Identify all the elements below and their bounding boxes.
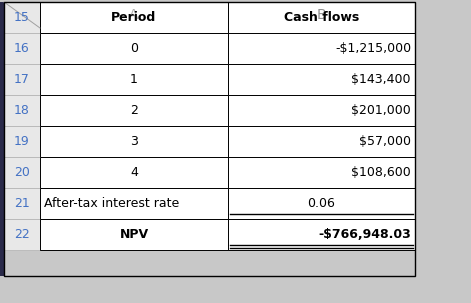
Bar: [228, 157, 415, 188]
Bar: [228, 2, 415, 33]
Bar: [40, 7, 228, 8]
Bar: [40, 20, 228, 21]
Text: After-tax interest rate: After-tax interest rate: [44, 197, 179, 210]
Bar: [40, 26, 228, 27]
Bar: [4, 64, 40, 95]
Bar: [4, 219, 40, 250]
Bar: [228, 33, 415, 64]
Bar: [228, 188, 415, 219]
Text: 3: 3: [130, 135, 138, 148]
Bar: [40, 12, 228, 13]
Bar: [4, 157, 40, 188]
Bar: [40, 17, 228, 18]
Bar: [40, 95, 228, 126]
Text: 16: 16: [14, 42, 30, 55]
Bar: [40, 10, 228, 11]
Bar: [40, 2, 228, 3]
Text: 0: 0: [130, 42, 138, 55]
Text: $57,000: $57,000: [359, 135, 411, 148]
Bar: [40, 23, 228, 24]
Bar: [228, 126, 415, 157]
Bar: [40, 8, 228, 9]
Text: B: B: [317, 8, 326, 22]
Bar: [40, 13, 228, 14]
Bar: [40, 24, 228, 25]
Bar: [4, 126, 40, 157]
Bar: [228, 64, 415, 95]
Text: 18: 18: [14, 104, 30, 117]
Text: -$1,215,000: -$1,215,000: [335, 42, 411, 55]
Bar: [40, 11, 228, 12]
Bar: [4, 2, 40, 28]
Bar: [40, 6, 228, 7]
Bar: [228, 95, 415, 126]
Bar: [4, 188, 40, 219]
Bar: [40, 219, 228, 250]
Text: 22: 22: [14, 228, 30, 241]
Bar: [40, 18, 228, 19]
Text: 15: 15: [14, 11, 30, 24]
Text: $108,600: $108,600: [351, 166, 411, 179]
Text: $143,400: $143,400: [351, 73, 411, 86]
Text: -$766,948.03: -$766,948.03: [318, 228, 411, 241]
Bar: [40, 19, 228, 20]
Bar: [40, 22, 228, 23]
Text: Period: Period: [111, 11, 157, 24]
Bar: [4, 2, 40, 33]
Text: 17: 17: [14, 73, 30, 86]
Bar: [40, 15, 228, 16]
Bar: [40, 64, 228, 95]
Bar: [40, 2, 228, 33]
Text: 2: 2: [130, 104, 138, 117]
Bar: [40, 16, 228, 17]
Bar: [40, 21, 228, 22]
Text: 0.06: 0.06: [308, 197, 335, 210]
Text: $201,000: $201,000: [351, 104, 411, 117]
Text: 19: 19: [14, 135, 30, 148]
Bar: [40, 157, 228, 188]
Bar: [40, 5, 228, 6]
Bar: [40, 9, 228, 10]
Text: Cash flows: Cash flows: [284, 11, 359, 24]
Text: A: A: [129, 8, 139, 22]
Bar: [40, 25, 228, 26]
Bar: [40, 14, 228, 15]
Bar: [228, 219, 415, 250]
Text: NPV: NPV: [120, 228, 148, 241]
Bar: [40, 27, 228, 28]
Bar: [40, 126, 228, 157]
Text: 1: 1: [130, 73, 138, 86]
Bar: [40, 2, 228, 28]
Text: 20: 20: [14, 166, 30, 179]
Bar: [4, 95, 40, 126]
Bar: [4, 2, 415, 276]
Bar: [40, 4, 228, 5]
Bar: [0, 2, 4, 276]
Text: 21: 21: [14, 197, 30, 210]
Bar: [40, 33, 228, 64]
Bar: [40, 188, 228, 219]
Bar: [4, 33, 40, 64]
Bar: [228, 2, 415, 28]
Text: 4: 4: [130, 166, 138, 179]
Bar: [40, 3, 228, 4]
